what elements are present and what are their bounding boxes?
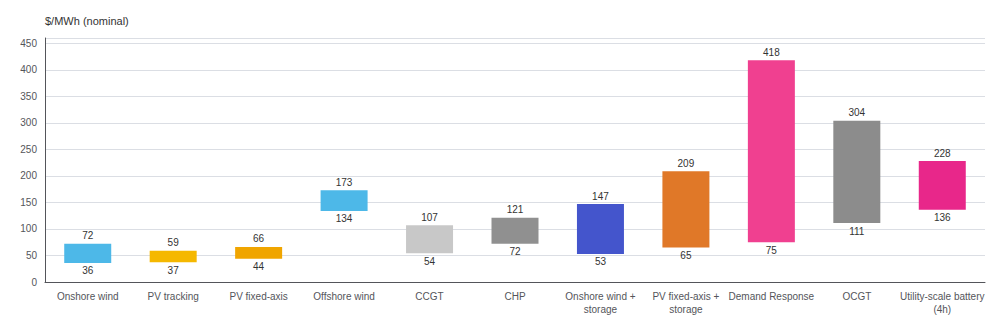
svg-text:36: 36: [82, 265, 94, 276]
svg-text:44: 44: [253, 261, 265, 272]
svg-text:147: 147: [592, 191, 609, 202]
svg-text:Onshore wind: Onshore wind: [57, 291, 119, 302]
svg-text:72: 72: [82, 230, 94, 241]
svg-text:65: 65: [680, 250, 692, 261]
svg-text:37: 37: [168, 265, 180, 276]
svg-text:54: 54: [424, 256, 436, 267]
svg-text:173: 173: [336, 177, 353, 188]
svg-text:OCGT: OCGT: [842, 291, 871, 302]
svg-text:107: 107: [421, 212, 438, 223]
svg-text:111: 111: [849, 226, 865, 237]
svg-text:Demand Response: Demand Response: [729, 291, 815, 302]
svg-text:134: 134: [336, 213, 353, 224]
svg-text:Utility-scale battery: Utility-scale battery: [900, 291, 984, 302]
svg-text:300: 300: [20, 117, 37, 128]
svg-text:CCGT: CCGT: [415, 291, 443, 302]
svg-text:136: 136: [934, 212, 951, 223]
svg-text:418: 418: [763, 47, 780, 58]
svg-text:Offshore wind: Offshore wind: [313, 291, 375, 302]
svg-text:250: 250: [20, 144, 37, 155]
svg-text:72: 72: [509, 246, 521, 257]
svg-text:304: 304: [848, 107, 865, 118]
svg-text:200: 200: [20, 170, 37, 181]
svg-text:PV tracking: PV tracking: [148, 291, 199, 302]
svg-text:$/MWh (nominal): $/MWh (nominal): [45, 15, 129, 27]
svg-text:59: 59: [168, 237, 180, 248]
svg-text:PV fixed-axis +: PV fixed-axis +: [652, 291, 719, 302]
svg-text:100: 100: [20, 223, 37, 234]
svg-text:400: 400: [20, 64, 37, 75]
svg-text:228: 228: [934, 148, 951, 159]
svg-text:storage: storage: [584, 304, 618, 315]
svg-text:53: 53: [595, 256, 607, 267]
svg-text:450: 450: [20, 38, 37, 49]
svg-text:66: 66: [253, 233, 265, 244]
svg-text:50: 50: [26, 250, 38, 261]
svg-text:storage: storage: [669, 304, 703, 315]
svg-text:350: 350: [20, 91, 37, 102]
svg-text:PV fixed-axis: PV fixed-axis: [229, 291, 287, 302]
svg-text:Onshore wind +: Onshore wind +: [565, 291, 635, 302]
svg-text:0: 0: [31, 277, 37, 288]
svg-text:75: 75: [766, 245, 778, 256]
svg-text:(4h): (4h): [933, 304, 951, 315]
svg-text:209: 209: [678, 158, 695, 169]
svg-text:121: 121: [507, 204, 524, 215]
svg-text:150: 150: [20, 197, 37, 208]
svg-text:CHP: CHP: [504, 291, 525, 302]
